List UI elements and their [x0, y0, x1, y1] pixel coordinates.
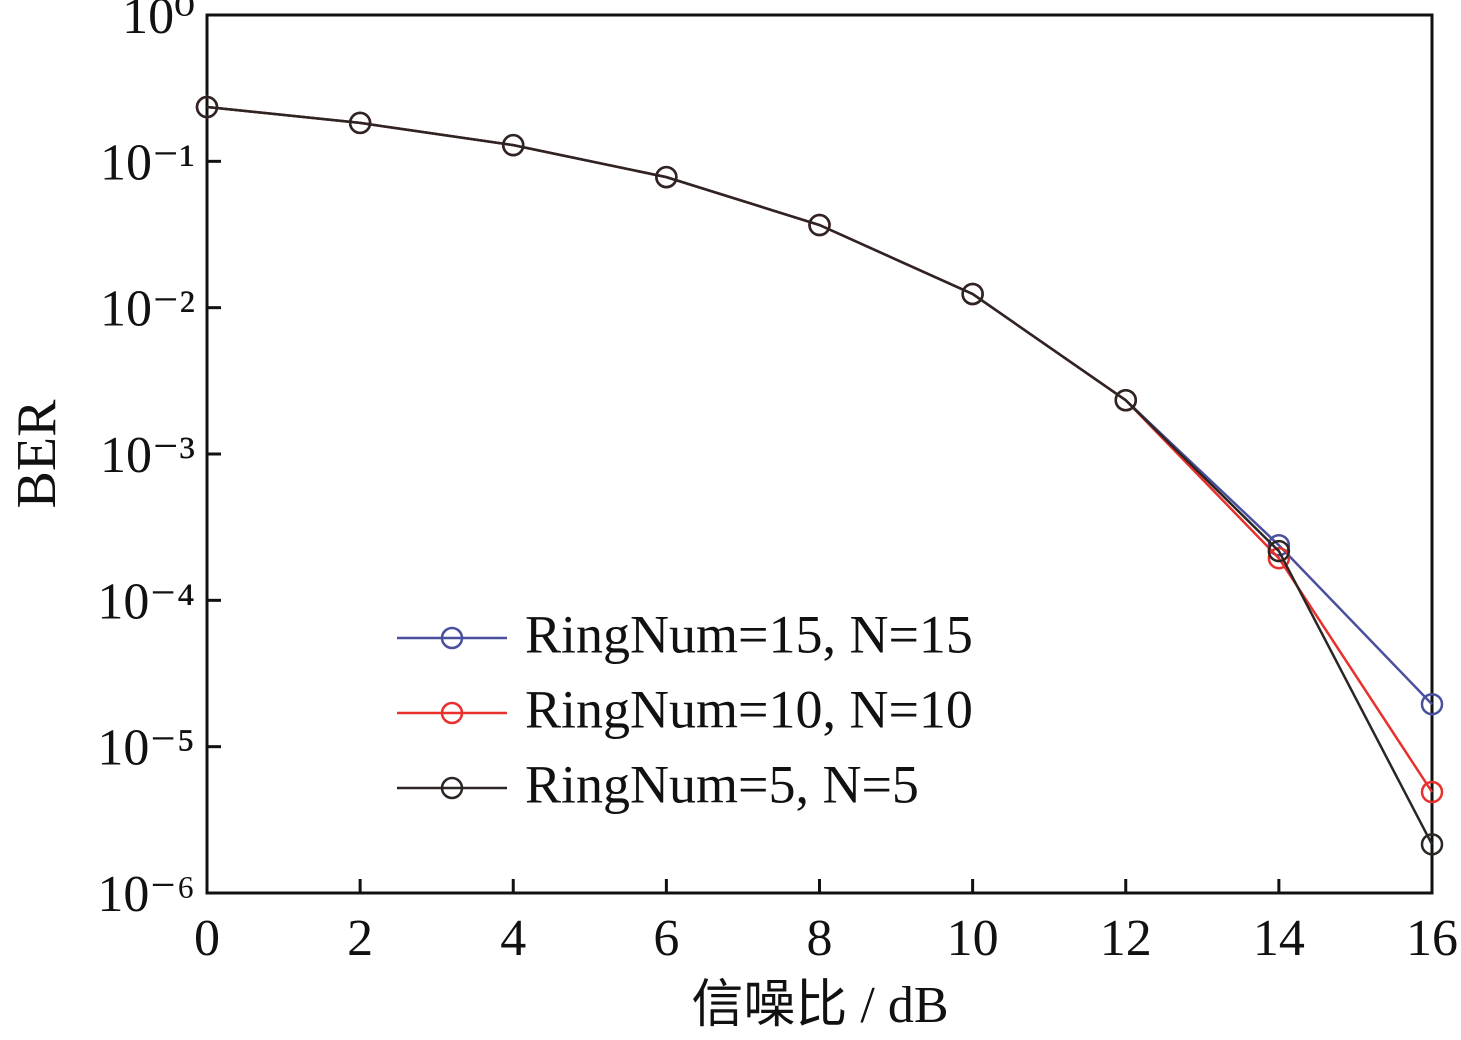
- data-point: [348, 111, 372, 135]
- data-point: [1267, 539, 1291, 563]
- data-point: [195, 95, 219, 119]
- data-point: [1267, 546, 1291, 570]
- x-tick-label: 4: [500, 910, 526, 967]
- x-tick-label: 14: [1253, 910, 1305, 967]
- data-point: [1114, 388, 1137, 412]
- data-point: [1420, 780, 1444, 804]
- data-point: [502, 133, 525, 157]
- y-tick-label: 10⁰: [122, 0, 195, 45]
- x-tick-label: 10: [947, 910, 999, 967]
- legend-marker: [440, 776, 464, 800]
- data-point: [1420, 692, 1444, 716]
- y-axis-label: BER: [6, 399, 68, 509]
- legend-marker: [440, 701, 464, 725]
- legend-marker: [440, 626, 464, 650]
- y-tick-label: 10⁻⁶: [97, 866, 195, 923]
- legend-label: RingNum=10, N=10: [525, 679, 973, 739]
- legend-label: RingNum=5, N=5: [525, 754, 919, 814]
- y-tick-label: 10⁻⁵: [97, 720, 195, 777]
- data-point: [655, 165, 678, 189]
- x-tick-label: 12: [1100, 910, 1152, 967]
- y-tick-label: 10⁻³: [100, 427, 195, 484]
- x-axis-label: 信噪比 / dB: [691, 977, 948, 1034]
- data-point: [1267, 533, 1291, 557]
- series-line: [206, 105, 1434, 845]
- data-point: [961, 282, 984, 306]
- x-tick-label: 2: [347, 910, 373, 967]
- x-tick-label: 6: [653, 910, 679, 967]
- y-tick-label: 10⁻⁴: [97, 573, 195, 630]
- legend-label: RingNum=15, N=15: [525, 604, 973, 664]
- y-tick-label: 10⁻²: [100, 281, 195, 338]
- y-tick-label: 10⁻¹: [100, 134, 195, 191]
- data-point: [1420, 833, 1444, 856]
- x-tick-label: 8: [807, 910, 833, 967]
- x-tick-label: 0: [194, 910, 220, 967]
- x-tick-label: 16: [1406, 910, 1458, 967]
- data-point: [808, 213, 831, 237]
